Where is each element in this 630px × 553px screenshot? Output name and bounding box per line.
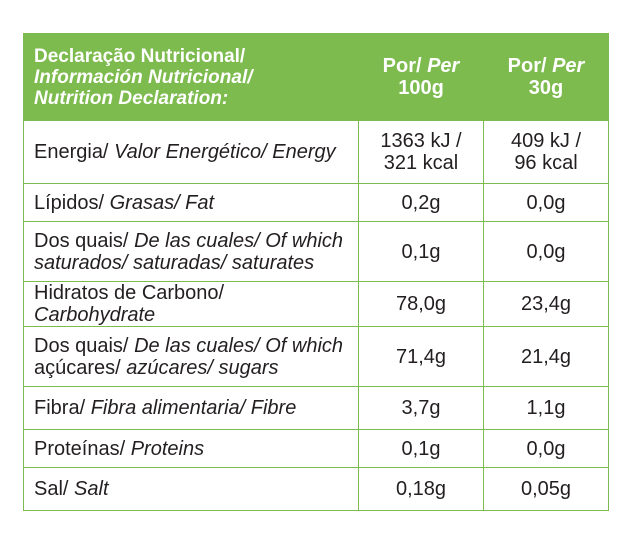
table-row-energy: Energia/ Valor Energético/ Energy 1363 k… <box>23 120 609 184</box>
row-label: Dos quais/ De las cuales/ Of which açúcar… <box>23 326 359 387</box>
label-es: Fibra alimentaria/ Fibre <box>90 397 297 419</box>
value-30g: 0,05g <box>483 467 609 511</box>
table-row-fibre: Fibra/ Fibra alimentaria/ Fibre 3,7g 1,1… <box>23 386 609 430</box>
value-30g: 0,0g <box>483 221 609 282</box>
row-label: Lípidos/ Grasas/ Fat <box>23 183 359 222</box>
table-row-carbohydrate: Hidratos de Carbono/ Carbohydrate 78,0g … <box>23 281 609 327</box>
label-es: Carbohydrate <box>34 304 156 326</box>
value-100g: 0,1g <box>358 221 484 282</box>
value-kcal: 96 kcal <box>514 152 578 174</box>
label-es: De las cuales/ Of which <box>134 334 344 357</box>
label-pt: Hidratos de Carbono/ <box>34 282 225 304</box>
value-30g: 0,0g <box>483 429 609 468</box>
value-30g: 1,1g <box>483 386 609 430</box>
table-row-fat: Lípidos/ Grasas/ Fat 0,2g 0,0g <box>23 183 609 222</box>
col-header-30g: Por/ Per 30g <box>483 33 609 121</box>
table-title: Declaração Nutricional/ Información Nutr… <box>23 33 359 121</box>
col-header-unit: 100g <box>398 77 444 99</box>
label-line2-pt: açúcares/ <box>34 356 127 379</box>
row-label: Fibra/ Fibra alimentaria/ Fibre <box>23 386 359 430</box>
table-header-row: Declaração Nutricional/ Información Nutr… <box>23 33 609 121</box>
col-header-per: Per <box>552 55 585 77</box>
value-100g: 3,7g <box>358 386 484 430</box>
table-row-saturates: Dos quais/ De las cuales/ Of which satura… <box>23 221 609 282</box>
label-pt: Fibra/ <box>34 397 91 419</box>
row-label: Hidratos de Carbono/ Carbohydrate <box>23 281 359 327</box>
table-row-salt: Sal/ Salt 0,18g 0,05g <box>23 467 609 511</box>
row-label: Energia/ Valor Energético/ Energy <box>23 120 359 184</box>
value-kj: 1363 kJ / <box>380 130 462 152</box>
value-100g: 1363 kJ /321 kcal <box>358 120 484 184</box>
row-label: Sal/ Salt <box>23 467 359 511</box>
value-30g: 21,4g <box>483 326 609 387</box>
value-100g: 0,18g <box>358 467 484 511</box>
col-header-unit: 30g <box>528 77 564 99</box>
title-es: Información Nutricional/ <box>34 66 253 88</box>
label-pt: Dos quais/ <box>34 334 135 357</box>
value-100g: 0,1g <box>358 429 484 468</box>
col-header-per: Per <box>427 55 460 77</box>
label-pt: Lípidos/ <box>34 191 110 214</box>
value-kcal: 321 kcal <box>383 152 459 174</box>
col-header-100g: Por/ Per 100g <box>358 33 484 121</box>
value-100g: 71,4g <box>358 326 484 387</box>
row-label: Proteínas/ Proteins <box>23 429 359 468</box>
label-pt: Sal/ <box>34 478 75 500</box>
label-es: Valor Energético/ Energy <box>114 141 336 163</box>
title-en: Nutrition Declaration: <box>34 87 229 109</box>
value-100g: 0,2g <box>358 183 484 222</box>
label-es: Proteins <box>130 437 205 460</box>
label-es: Salt <box>74 478 109 500</box>
value-30g: 23,4g <box>483 281 609 327</box>
label-es: De las cuales/ Of which <box>134 229 344 252</box>
col-header-por: Por/ <box>382 55 428 77</box>
col-header-por: Por/ <box>507 55 553 77</box>
value-kj: 409 kJ / <box>510 130 582 152</box>
table-row-proteins: Proteínas/ Proteins 0,1g 0,0g <box>23 429 609 468</box>
label-pt: Dos quais/ <box>34 229 135 252</box>
row-label: Dos quais/ De las cuales/ Of which satura… <box>23 221 359 282</box>
value-30g: 0,0g <box>483 183 609 222</box>
value-30g: 409 kJ /96 kcal <box>483 120 609 184</box>
label-es: Grasas/ Fat <box>109 191 215 214</box>
label-pt: Energia/ <box>34 141 115 163</box>
label-line2: saturados/ saturadas/ saturates <box>34 251 315 274</box>
title-pt: Declaração Nutricional/ <box>34 45 246 67</box>
value-100g: 78,0g <box>358 281 484 327</box>
nutrition-table: Declaração Nutricional/ Información Nutr… <box>23 33 609 511</box>
table-row-sugars: Dos quais/ De las cuales/ Of which açúcar… <box>23 326 609 387</box>
label-pt: Proteínas/ <box>34 437 131 460</box>
label-line2-es: azúcares/ sugars <box>126 356 279 379</box>
